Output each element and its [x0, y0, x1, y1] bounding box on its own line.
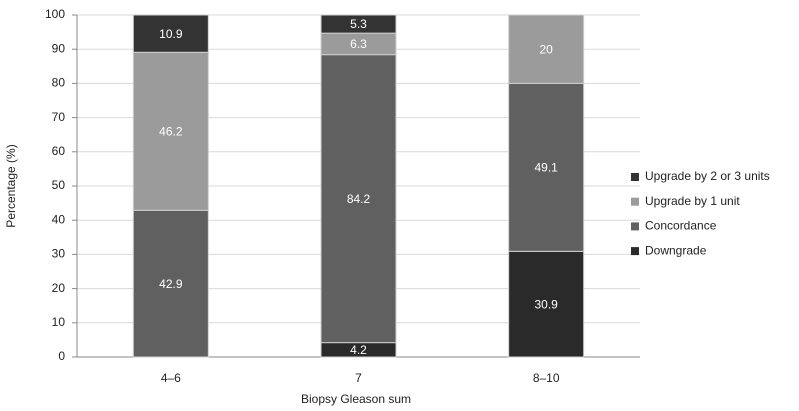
legend-swatch	[631, 222, 639, 231]
legend-swatch	[631, 247, 639, 256]
data-label: 84.2	[347, 192, 371, 206]
legend-label: Upgrade by 1 unit	[645, 194, 740, 208]
x-tick-label: 4–6	[161, 371, 181, 385]
bar-segment	[508, 14, 585, 84]
data-label: 46.2	[159, 124, 183, 138]
y-axis-title: Percentage (%)	[4, 144, 18, 227]
y-tick-label: 80	[52, 76, 66, 90]
bar-segment	[508, 250, 585, 358]
y-tick-label: 50	[52, 178, 66, 192]
bar-segment	[132, 209, 209, 358]
y-tick-label: 10	[52, 315, 66, 329]
y-tick-label: 0	[58, 349, 65, 363]
data-label: 49.1	[534, 161, 558, 175]
y-tick-label: 30	[52, 247, 66, 261]
x-axis-title: Biopsy Gleason sum	[301, 392, 411, 406]
data-label: 20	[539, 42, 553, 56]
y-tick-label: 40	[52, 212, 66, 226]
bar-segment	[508, 82, 585, 252]
bar-segment	[320, 54, 397, 344]
legend-swatch	[631, 173, 639, 181]
y-tick-label: 20	[52, 281, 66, 295]
legend-label: Downgrade	[645, 243, 707, 257]
y-tick-label: 60	[52, 144, 66, 158]
data-label: 4.2	[350, 343, 367, 357]
y-tick-label: 70	[52, 110, 66, 124]
bar-segment	[132, 51, 209, 211]
y-tick-label: 100	[45, 7, 65, 21]
legend-label: Concordance	[645, 219, 717, 233]
y-tick-label: 90	[52, 41, 66, 55]
data-label: 6.3	[350, 37, 367, 51]
data-label: 30.9	[534, 297, 558, 311]
data-label: 10.9	[159, 27, 183, 41]
x-tick-label: 7	[355, 371, 362, 385]
legend-label: Upgrade by 2 or 3 units	[645, 169, 770, 183]
legend-swatch	[631, 197, 639, 206]
bar-segment	[320, 14, 397, 34]
data-label: 5.3	[350, 17, 367, 31]
data-label: 42.9	[159, 277, 183, 291]
x-tick-label: 8–10	[533, 371, 560, 385]
bar-segment	[132, 14, 209, 53]
